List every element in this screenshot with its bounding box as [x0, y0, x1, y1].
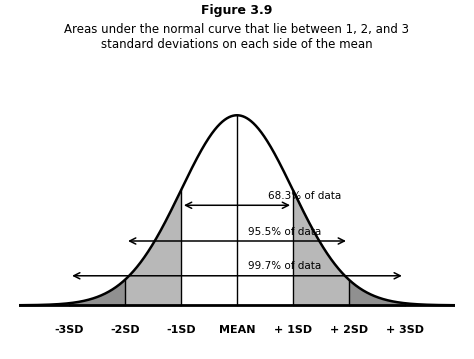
Text: -2SD: -2SD — [110, 325, 140, 335]
Text: MEAN: MEAN — [219, 325, 255, 335]
Text: Figure 3.9: Figure 3.9 — [201, 4, 273, 17]
Text: + 3SD: + 3SD — [386, 325, 424, 335]
Text: 95.5% of data: 95.5% of data — [248, 227, 321, 237]
Text: 99.7% of data: 99.7% of data — [248, 261, 321, 271]
Text: -3SD: -3SD — [55, 325, 84, 335]
Text: -1SD: -1SD — [166, 325, 196, 335]
Text: + 1SD: + 1SD — [274, 325, 312, 335]
Text: Areas under the normal curve that lie between 1, 2, and 3
standard deviations on: Areas under the normal curve that lie be… — [64, 23, 410, 51]
Text: 68.3% of data: 68.3% of data — [268, 191, 341, 201]
Text: + 2SD: + 2SD — [330, 325, 368, 335]
